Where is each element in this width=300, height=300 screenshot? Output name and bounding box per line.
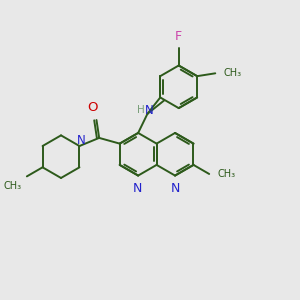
Text: CH₃: CH₃ <box>223 68 241 78</box>
Text: N: N <box>171 182 181 195</box>
Text: CH₃: CH₃ <box>217 169 235 179</box>
Text: CH₃: CH₃ <box>4 182 22 191</box>
Text: N: N <box>133 182 142 195</box>
Text: O: O <box>87 101 98 114</box>
Text: F: F <box>175 30 182 43</box>
Text: N: N <box>77 134 86 147</box>
Text: H: H <box>137 105 145 116</box>
Text: N: N <box>146 104 154 117</box>
